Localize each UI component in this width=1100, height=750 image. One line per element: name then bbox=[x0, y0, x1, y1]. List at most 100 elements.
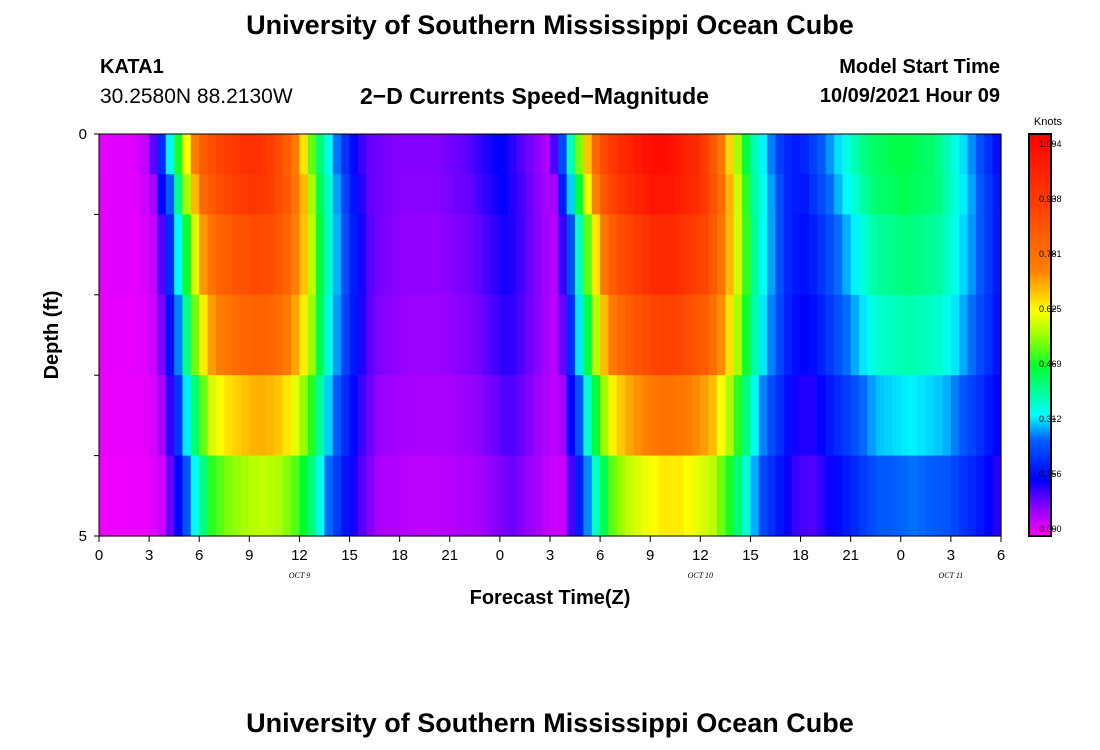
heatmap-cell bbox=[541, 174, 551, 215]
heatmap-cell bbox=[666, 214, 676, 296]
heatmap-cell bbox=[608, 455, 618, 537]
heatmap-cell bbox=[232, 174, 242, 215]
heatmap-cell bbox=[817, 214, 827, 296]
heatmap-cell bbox=[341, 455, 351, 537]
heatmap-cell bbox=[149, 134, 159, 175]
heatmap-cell bbox=[399, 134, 409, 175]
colorbar-tick-label: 0.156 bbox=[1039, 469, 1062, 479]
heatmap-cell bbox=[140, 134, 150, 175]
heatmap-cell bbox=[441, 294, 451, 376]
colorbar-tick-label: 0.938 bbox=[1039, 194, 1062, 204]
heatmap-cell bbox=[483, 294, 493, 376]
heatmap-cell bbox=[742, 375, 752, 457]
heatmap-cell bbox=[282, 134, 292, 175]
heatmap-cell bbox=[182, 214, 192, 296]
heatmap-cell bbox=[666, 375, 676, 457]
heatmap-cell bbox=[449, 455, 459, 537]
heatmap-cell bbox=[190, 214, 200, 296]
heatmap-cell bbox=[332, 214, 342, 296]
heatmap-cell bbox=[850, 375, 860, 457]
heatmap-cell bbox=[299, 134, 309, 175]
heatmap-cell bbox=[825, 375, 835, 457]
heatmap-cell bbox=[683, 294, 693, 376]
heatmap-cell bbox=[324, 174, 334, 215]
heatmap-cell bbox=[566, 214, 576, 296]
heatmap-cell bbox=[767, 455, 777, 537]
heatmap-cell bbox=[391, 375, 401, 457]
heatmap-cell bbox=[215, 294, 225, 376]
heatmap-cell bbox=[992, 294, 1002, 376]
heatmap-cell bbox=[174, 174, 184, 215]
heatmap-cell bbox=[725, 375, 735, 457]
colorbar: Knots 0.000 0.156 0.312 0.469 0.625 0.781 0.93… bbox=[1028, 116, 1063, 537]
heatmap-cell bbox=[750, 375, 760, 457]
colorbar-tick-label: 0.781 bbox=[1039, 249, 1062, 259]
heatmap-cell bbox=[240, 455, 250, 537]
heatmap-cell bbox=[307, 455, 317, 537]
heatmap-cell bbox=[867, 455, 877, 537]
heatmap-cell bbox=[884, 134, 894, 175]
heatmap-cell bbox=[566, 174, 576, 215]
x-tick-label: 9 bbox=[245, 547, 253, 564]
date-label: OCT 9 bbox=[289, 571, 310, 580]
heatmap-cell bbox=[833, 174, 843, 215]
heatmap-cell bbox=[975, 455, 985, 537]
heatmap-cell bbox=[975, 174, 985, 215]
heatmap-cell bbox=[800, 455, 810, 537]
heatmap-cell bbox=[633, 134, 643, 175]
heatmap-cell bbox=[508, 214, 518, 296]
heatmap-cell bbox=[733, 214, 743, 296]
heatmap-cell bbox=[516, 134, 526, 175]
heatmap-cell bbox=[483, 455, 493, 537]
heatmap-cell bbox=[249, 375, 259, 457]
heatmap-cell bbox=[909, 375, 919, 457]
heatmap-cell bbox=[892, 134, 902, 175]
heatmap-cell bbox=[992, 375, 1002, 457]
heatmap-cell bbox=[124, 294, 134, 376]
heatmap-cell bbox=[742, 174, 752, 215]
heatmap-cell bbox=[199, 455, 209, 537]
heatmap-cell bbox=[700, 455, 710, 537]
heatmap-cell bbox=[850, 174, 860, 215]
heatmap-cell bbox=[499, 375, 509, 457]
heatmap-cell bbox=[608, 214, 618, 296]
heatmap-cell bbox=[533, 294, 543, 376]
heatmap-cell bbox=[491, 294, 501, 376]
heatmap-cell bbox=[633, 174, 643, 215]
heatmap-cell bbox=[900, 134, 910, 175]
heatmap-cell bbox=[758, 174, 768, 215]
heatmap-cell bbox=[691, 134, 701, 175]
heatmap-cell bbox=[424, 294, 434, 376]
heatmap-cell bbox=[316, 214, 326, 296]
heatmap-cell bbox=[157, 294, 167, 376]
heatmap-cell bbox=[708, 214, 718, 296]
heatmap-cell bbox=[591, 134, 601, 175]
heatmap-cell bbox=[967, 174, 977, 215]
heatmap-cell bbox=[909, 174, 919, 215]
heatmap-cell bbox=[99, 375, 108, 457]
heatmap-cell bbox=[558, 174, 568, 215]
heatmap-cell bbox=[583, 174, 593, 215]
heatmap-cell bbox=[875, 134, 885, 175]
heatmap-cell bbox=[524, 294, 534, 376]
heatmap-cell bbox=[182, 455, 192, 537]
heatmap-cell bbox=[215, 174, 225, 215]
heatmap-cell bbox=[767, 174, 777, 215]
heatmap-cell bbox=[600, 174, 610, 215]
heatmap-cell bbox=[416, 134, 426, 175]
heatmap-cell bbox=[366, 294, 376, 376]
heatmap-cell bbox=[508, 455, 518, 537]
heatmap-cell bbox=[666, 294, 676, 376]
heatmap-cell bbox=[291, 134, 301, 175]
heatmap-cell bbox=[725, 294, 735, 376]
heatmap-cell bbox=[867, 214, 877, 296]
heatmap-cell bbox=[767, 294, 777, 376]
heatmap-cell bbox=[616, 375, 626, 457]
heatmap-cell bbox=[959, 455, 969, 537]
heatmap-cell bbox=[483, 174, 493, 215]
heatmap-cell bbox=[207, 375, 217, 457]
x-tick-label: 3 bbox=[947, 547, 955, 564]
heatmap-cell bbox=[625, 294, 635, 376]
heatmap-cell bbox=[625, 375, 635, 457]
heatmap-cell bbox=[99, 294, 108, 376]
